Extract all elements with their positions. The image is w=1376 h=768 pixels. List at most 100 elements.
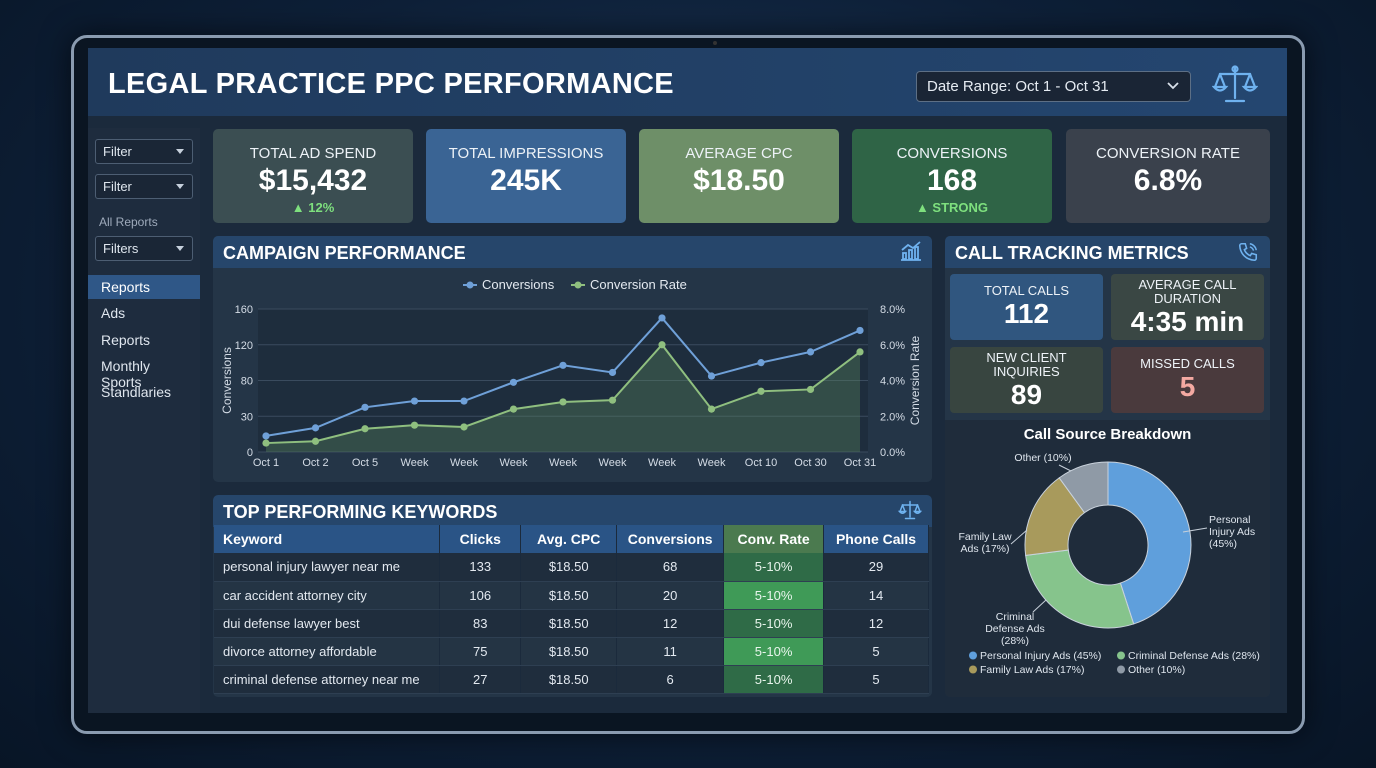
- panel-header: [213, 236, 932, 268]
- donut-slice: [1107, 461, 1192, 625]
- filters-select[interactable]: Filters: [95, 236, 193, 261]
- caret-down-icon: [176, 149, 184, 154]
- filter-select-2-label: Filter: [103, 179, 132, 194]
- donut-slice: [1058, 461, 1109, 514]
- slice-callout-label: Ads (17%): [960, 543, 1009, 555]
- sidebar-item-monthly-sports[interactable]: Monthly Sports: [88, 354, 200, 390]
- cell-conv-rate: 5-10%: [723, 581, 825, 610]
- y-tick-label: 80: [241, 376, 253, 388]
- sidebar-item-standlaries[interactable]: Standlaries: [88, 380, 200, 404]
- x-tick-label: Oct 1: [253, 457, 279, 469]
- table-row[interactable]: car accident attorney city 106 $18.50 20…: [214, 581, 929, 610]
- filter-select-1-label: Filter: [103, 144, 132, 159]
- conversion-rate-point: [559, 398, 567, 406]
- call-tracking-panel: CALL TRACKING METRICS TOTAL CALLS 112 AV…: [945, 236, 1270, 697]
- table-row[interactable]: personal injury lawyer near me 133 $18.5…: [214, 553, 929, 582]
- col-conversions[interactable]: Conversions: [616, 525, 725, 553]
- y-right-tick-label: 6.0%: [880, 340, 905, 352]
- col-clicks[interactable]: Clicks: [439, 525, 522, 553]
- legend-swatch: [969, 665, 977, 674]
- col-keyword[interactable]: Keyword: [214, 525, 441, 553]
- filter-select-1[interactable]: Filter: [95, 139, 193, 164]
- x-tick-label: Week: [698, 457, 726, 469]
- x-tick-label: Oct 30: [794, 457, 826, 469]
- callout-leader-line: [1182, 527, 1208, 533]
- kpi-label: CONVERSION RATE: [1096, 145, 1240, 162]
- col-avg-cpc[interactable]: Avg. CPC: [520, 525, 618, 553]
- kpi-label: TOTAL AD SPEND: [249, 145, 377, 162]
- cell-phone-calls: 29: [823, 553, 929, 582]
- caret-down-icon: [176, 184, 184, 189]
- y-tick-label: 160: [235, 304, 253, 316]
- sidebar-item-label: Standlaries: [101, 384, 172, 400]
- cell-conv-rate: 5-10%: [723, 665, 825, 694]
- legend-label: Other (10%): [1128, 664, 1185, 676]
- dashboard-screen: LEGAL PRACTICE PPC PERFORMANCE Date Rang…: [88, 48, 1287, 713]
- col-phone-calls[interactable]: Phone Calls: [823, 525, 929, 553]
- slice-callout-label: Personal: [1209, 514, 1250, 526]
- x-tick-label: Oct 31: [844, 457, 876, 469]
- sidebar-item-reports[interactable]: Reports: [88, 275, 200, 299]
- cell-conversions: 20: [616, 581, 725, 610]
- col-conv-rate[interactable]: Conv. Rate: [723, 525, 825, 553]
- conversion-rate-point: [806, 385, 815, 394]
- kpi-value: $15,432: [258, 164, 368, 197]
- conversions-point: [509, 378, 518, 386]
- legend-label: Criminal Defense Ads (28%): [1128, 650, 1260, 662]
- campaign-performance-title: CAMPAIGN PERFORMANCE: [223, 243, 466, 263]
- conversion-rate-point: [707, 405, 716, 413]
- conversions-point: [460, 397, 468, 405]
- legend-label: Conversions: [482, 277, 555, 292]
- table-row[interactable]: dui defense lawyer best 83 $18.50 12 5-1…: [214, 609, 929, 638]
- cell-avg-cpc: $18.50: [520, 665, 618, 694]
- conversions-point: [856, 326, 864, 335]
- card-value: 89: [1010, 379, 1043, 410]
- conversion-rate-point: [856, 348, 864, 356]
- slice-callout-label: (45%): [1209, 538, 1237, 550]
- cell-phone-calls: 5: [823, 637, 929, 666]
- kpi-label: TOTAL IMPRESSIONS: [448, 145, 604, 162]
- conversion-rate-point: [262, 439, 270, 447]
- x-tick-label: Week: [500, 457, 528, 469]
- sidebar-item-ads[interactable]: Ads: [88, 301, 200, 325]
- legend-swatch: [969, 651, 977, 660]
- campaign-line-chart: 160 120 80 30 0 8.0% 6.0% 4.0% 2.0% 0.0% Oct 1 Oct …: [220, 277, 922, 469]
- cell-keyword: divorce attorney affordable: [214, 637, 441, 666]
- slice-callout-label: Defense Ads: [985, 623, 1045, 635]
- x-tick-label: Oct 10: [745, 457, 777, 469]
- legend-marker: [574, 281, 582, 289]
- conversions-point: [311, 424, 320, 432]
- table-row[interactable]: criminal defense attorney near me 27 $18…: [214, 665, 929, 694]
- scales-of-justice-icon: [1212, 65, 1258, 103]
- table-row[interactable]: divorce attorney affordable 75 $18.50 11…: [214, 637, 929, 666]
- sidebar-item-reports-2[interactable]: Reports: [88, 328, 200, 352]
- total-calls-card: TOTAL CALLS 112: [950, 274, 1103, 340]
- legend-swatch: [1117, 665, 1125, 674]
- legend-label: Family Law Ads (17%): [980, 664, 1084, 676]
- bar-chart-icon[interactable]: [899, 240, 923, 262]
- new-client-inquiries-card: NEW CLIENT INQUIRIES 89: [950, 347, 1103, 413]
- cell-clicks: 106: [439, 581, 522, 610]
- legend-swatch: [1117, 651, 1125, 660]
- card-label: NEW CLIENT INQUIRIES: [986, 350, 1067, 379]
- callout-leader-line: [1010, 529, 1028, 545]
- kpi-trend: ▲ 12%: [291, 200, 335, 215]
- kpi-value: 245K: [490, 164, 562, 197]
- date-range-select[interactable]: Date Range: Oct 1 - Oct 31: [916, 71, 1191, 102]
- top-keywords-panel: TOP PERFORMING KEYWORDS Keyword Clicks A…: [213, 495, 932, 697]
- conversion-rate-point: [757, 387, 765, 395]
- sidebar-item-label: Reports: [101, 279, 151, 295]
- cell-conversions: 11: [616, 637, 725, 666]
- kpi-label: CONVERSIONS: [896, 145, 1008, 162]
- scales-of-justice-icon: [897, 500, 923, 520]
- filter-select-2[interactable]: Filter: [95, 174, 193, 199]
- cell-keyword: car accident attorney city: [214, 581, 441, 610]
- call-source-title: Call Source Breakdown: [1023, 426, 1192, 443]
- y-right-tick-label: 8.0%: [880, 304, 905, 316]
- cell-keyword: criminal defense attorney near me: [214, 665, 441, 694]
- cell-keyword: dui defense lawyer best: [214, 609, 441, 638]
- y-right-tick-label: 4.0%: [880, 376, 905, 388]
- sidebar: Filter Filter All Reports Filters Report…: [88, 128, 200, 713]
- top-keywords-title: TOP PERFORMING KEYWORDS: [223, 502, 498, 522]
